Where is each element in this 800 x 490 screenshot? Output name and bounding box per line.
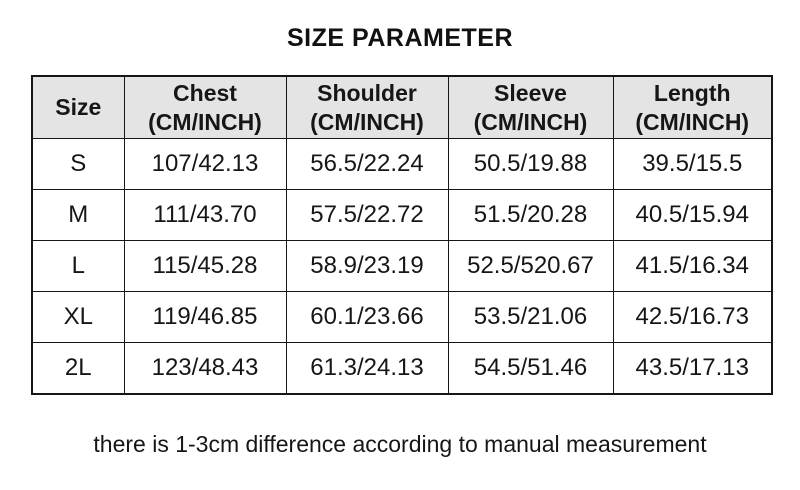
table-row-m: M 111/43.70 57.5/22.72 51.5/20.28 40.5/1… <box>31 189 773 241</box>
sleeve-cell: 54.5/51.46 <box>447 342 614 395</box>
length-cell: 42.5/16.73 <box>612 291 773 343</box>
shoulder-cell: 56.5/22.24 <box>285 138 449 190</box>
table-row-s: S 107/42.13 56.5/22.24 50.5/19.88 39.5/1… <box>31 138 773 190</box>
header-label: Size <box>55 94 102 121</box>
chest-cell: 111/43.70 <box>123 189 287 241</box>
header-label: Sleeve <box>494 80 567 107</box>
size-cell: 2L <box>31 342 125 395</box>
length-cell: 39.5/15.5 <box>612 138 773 190</box>
header-unit: (CM/INCH) <box>148 108 262 135</box>
column-header-shoulder: Shoulder (CM/INCH) <box>285 75 449 139</box>
column-header-chest: Chest (CM/INCH) <box>123 75 287 139</box>
header-label: Length <box>653 80 731 107</box>
sleeve-cell: 50.5/19.88 <box>447 138 614 190</box>
table-row-l: L 115/45.28 58.9/23.19 52.5/520.67 41.5/… <box>31 240 773 292</box>
length-cell: 43.5/17.13 <box>612 342 773 395</box>
page-title: SIZE PARAMETER <box>287 24 513 52</box>
chest-cell: 107/42.13 <box>123 138 287 190</box>
header-unit: (CM/INCH) <box>473 108 588 135</box>
header-unit: (CM/INCH) <box>310 108 424 135</box>
size-cell: M <box>31 189 125 241</box>
table-row-2l: 2L 123/48.43 61.3/24.13 54.5/51.46 43.5/… <box>31 342 773 395</box>
chest-cell: 119/46.85 <box>123 291 287 343</box>
chest-cell: 123/48.43 <box>123 342 287 395</box>
sleeve-cell: 53.5/21.06 <box>447 291 614 343</box>
header-row: Size Chest (CM/INCH) Shoulder (CM/INCH) … <box>31 75 773 139</box>
size-parameter-table: Size Chest (CM/INCH) Shoulder (CM/INCH) … <box>31 75 773 395</box>
length-cell: 40.5/15.94 <box>612 189 773 241</box>
size-cell: XL <box>31 291 125 343</box>
sleeve-cell: 51.5/20.28 <box>447 189 614 241</box>
measurement-note: there is 1-3cm difference according to m… <box>93 431 707 457</box>
shoulder-cell: 60.1/23.66 <box>285 291 449 343</box>
column-header-length: Length (CM/INCH) <box>612 75 773 139</box>
header-label: Chest <box>173 80 237 107</box>
shoulder-cell: 58.9/23.19 <box>285 240 449 292</box>
sleeve-cell: 52.5/520.67 <box>447 240 614 292</box>
length-cell: 41.5/16.34 <box>612 240 773 292</box>
size-cell: L <box>31 240 125 292</box>
header-unit: (CM/INCH) <box>635 108 750 135</box>
column-header-sleeve: Sleeve (CM/INCH) <box>447 75 614 139</box>
shoulder-cell: 61.3/24.13 <box>285 342 449 395</box>
shoulder-cell: 57.5/22.72 <box>285 189 449 241</box>
column-header-size: Size <box>31 75 125 139</box>
header-label: Shoulder <box>317 80 417 107</box>
table-row-xl: XL 119/46.85 60.1/23.66 53.5/21.06 42.5/… <box>31 291 773 343</box>
size-cell: S <box>31 138 125 190</box>
chest-cell: 115/45.28 <box>123 240 287 292</box>
